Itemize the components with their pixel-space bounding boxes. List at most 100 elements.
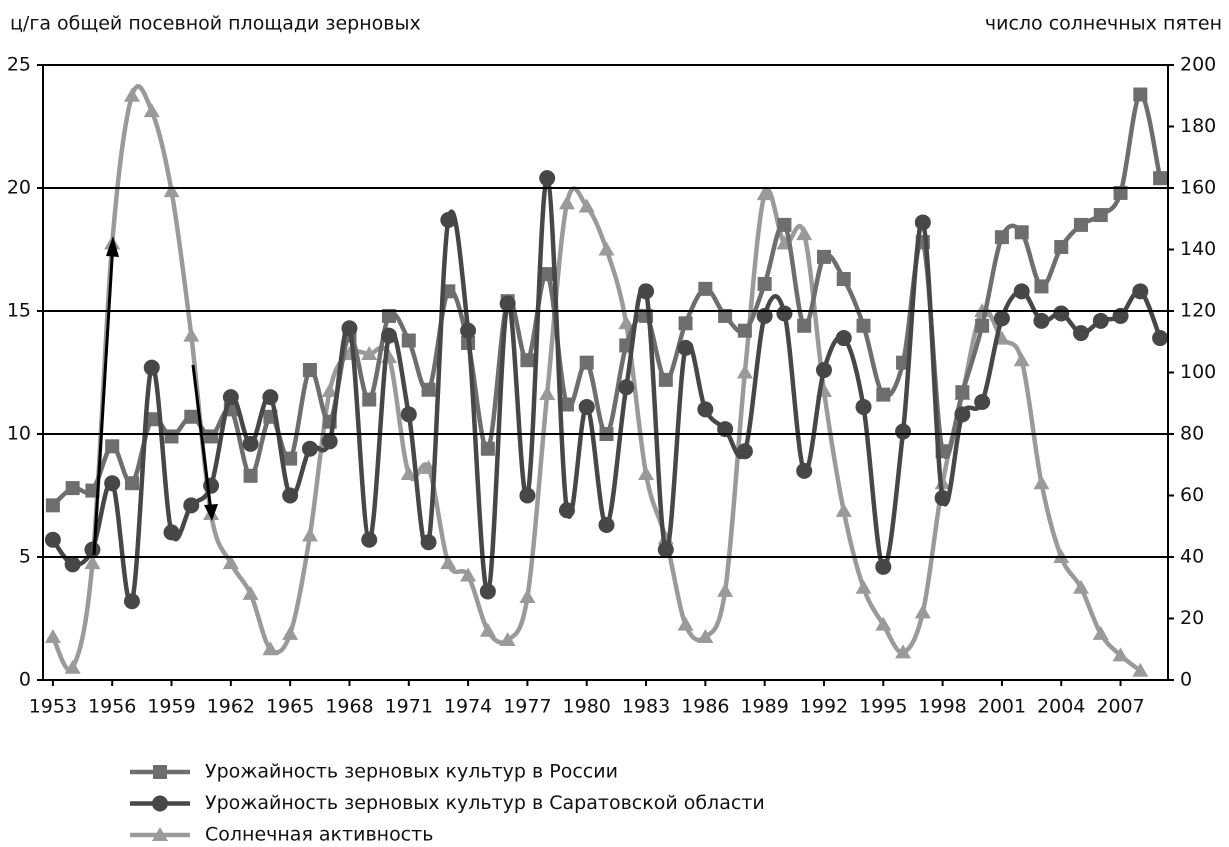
marker bbox=[1013, 352, 1030, 367]
marker bbox=[361, 531, 378, 548]
marker bbox=[321, 382, 338, 397]
marker bbox=[1112, 647, 1129, 662]
marker bbox=[203, 477, 220, 494]
marker bbox=[658, 372, 673, 387]
marker bbox=[163, 524, 180, 541]
series bbox=[45, 87, 1168, 513]
marker bbox=[777, 217, 792, 232]
marker bbox=[362, 392, 377, 407]
marker bbox=[480, 441, 495, 456]
x-tick-label: 1983 bbox=[622, 696, 670, 718]
marker bbox=[914, 214, 931, 231]
x-tick-label: 2001 bbox=[978, 696, 1026, 718]
y2-tick-label: 100 bbox=[1180, 361, 1216, 383]
marker bbox=[262, 389, 279, 406]
x-tick-label: 1980 bbox=[563, 696, 611, 718]
marker bbox=[638, 465, 655, 480]
annotation-line bbox=[92, 242, 115, 556]
marker bbox=[104, 475, 121, 492]
marker bbox=[1092, 625, 1109, 640]
marker bbox=[1033, 475, 1050, 490]
marker bbox=[222, 555, 239, 570]
annotation-line bbox=[191, 364, 213, 513]
y-tick-label: 5 bbox=[19, 546, 31, 568]
marker bbox=[152, 795, 168, 812]
marker bbox=[64, 556, 81, 573]
marker bbox=[1013, 283, 1030, 300]
series-line bbox=[50, 84, 1142, 673]
marker bbox=[184, 409, 199, 424]
marker bbox=[558, 195, 575, 210]
marker bbox=[401, 333, 416, 348]
marker bbox=[934, 489, 951, 506]
marker bbox=[677, 339, 694, 356]
marker bbox=[282, 625, 299, 640]
marker bbox=[382, 308, 397, 323]
x-tick-label: 1977 bbox=[503, 696, 551, 718]
marker bbox=[84, 541, 101, 558]
marker bbox=[717, 582, 734, 597]
marker bbox=[796, 462, 813, 479]
marker bbox=[143, 103, 160, 118]
marker bbox=[64, 659, 81, 674]
marker bbox=[579, 355, 594, 370]
x-tick-label: 1962 bbox=[207, 696, 255, 718]
marker bbox=[539, 170, 556, 187]
marker bbox=[124, 476, 139, 491]
marker bbox=[677, 616, 694, 631]
marker bbox=[143, 359, 160, 376]
marker bbox=[282, 487, 299, 504]
marker bbox=[1014, 225, 1029, 240]
marker bbox=[85, 483, 100, 498]
marker bbox=[301, 440, 318, 457]
marker bbox=[519, 588, 536, 603]
marker bbox=[341, 320, 358, 337]
marker bbox=[520, 353, 535, 368]
marker bbox=[737, 323, 752, 338]
marker bbox=[283, 451, 298, 466]
y-tick-label: 20 bbox=[7, 177, 31, 199]
marker bbox=[618, 379, 635, 396]
x-tick-label: 1986 bbox=[681, 696, 729, 718]
marker bbox=[815, 362, 832, 379]
marker bbox=[400, 406, 417, 423]
x-tick-label: 1956 bbox=[88, 696, 136, 718]
marker bbox=[123, 87, 140, 102]
y-tick-label: 25 bbox=[7, 54, 31, 76]
marker bbox=[400, 465, 417, 480]
x-tick-label: 1965 bbox=[266, 696, 314, 718]
marker bbox=[183, 497, 200, 514]
marker bbox=[460, 567, 477, 582]
marker bbox=[420, 534, 437, 551]
y-axis-title: ц/га общей посевной площади зерновых bbox=[10, 13, 421, 35]
marker bbox=[638, 283, 655, 300]
marker bbox=[1074, 217, 1089, 232]
marker bbox=[204, 429, 219, 444]
marker bbox=[262, 641, 279, 656]
x-tick-label: 1992 bbox=[800, 696, 848, 718]
marker bbox=[994, 230, 1009, 245]
series bbox=[44, 170, 1169, 610]
y2-tick-label: 200 bbox=[1180, 54, 1216, 76]
marker bbox=[559, 397, 574, 412]
marker bbox=[301, 527, 318, 542]
marker bbox=[736, 443, 753, 460]
marker bbox=[302, 363, 317, 378]
legend-label: Солнечная активность bbox=[205, 824, 433, 846]
marker bbox=[1092, 312, 1109, 329]
x-tick-label: 2007 bbox=[1096, 696, 1144, 718]
marker bbox=[65, 481, 80, 496]
marker bbox=[776, 305, 793, 322]
y-tick-label: 15 bbox=[7, 300, 31, 322]
marker bbox=[697, 628, 714, 643]
marker bbox=[242, 435, 259, 452]
y2-tick-label: 120 bbox=[1180, 300, 1216, 322]
arrow-head bbox=[204, 504, 218, 521]
marker bbox=[855, 398, 872, 415]
marker bbox=[499, 632, 516, 647]
marker bbox=[1034, 279, 1049, 294]
arrow-head bbox=[106, 236, 119, 257]
marker bbox=[45, 498, 60, 513]
marker bbox=[796, 226, 813, 241]
